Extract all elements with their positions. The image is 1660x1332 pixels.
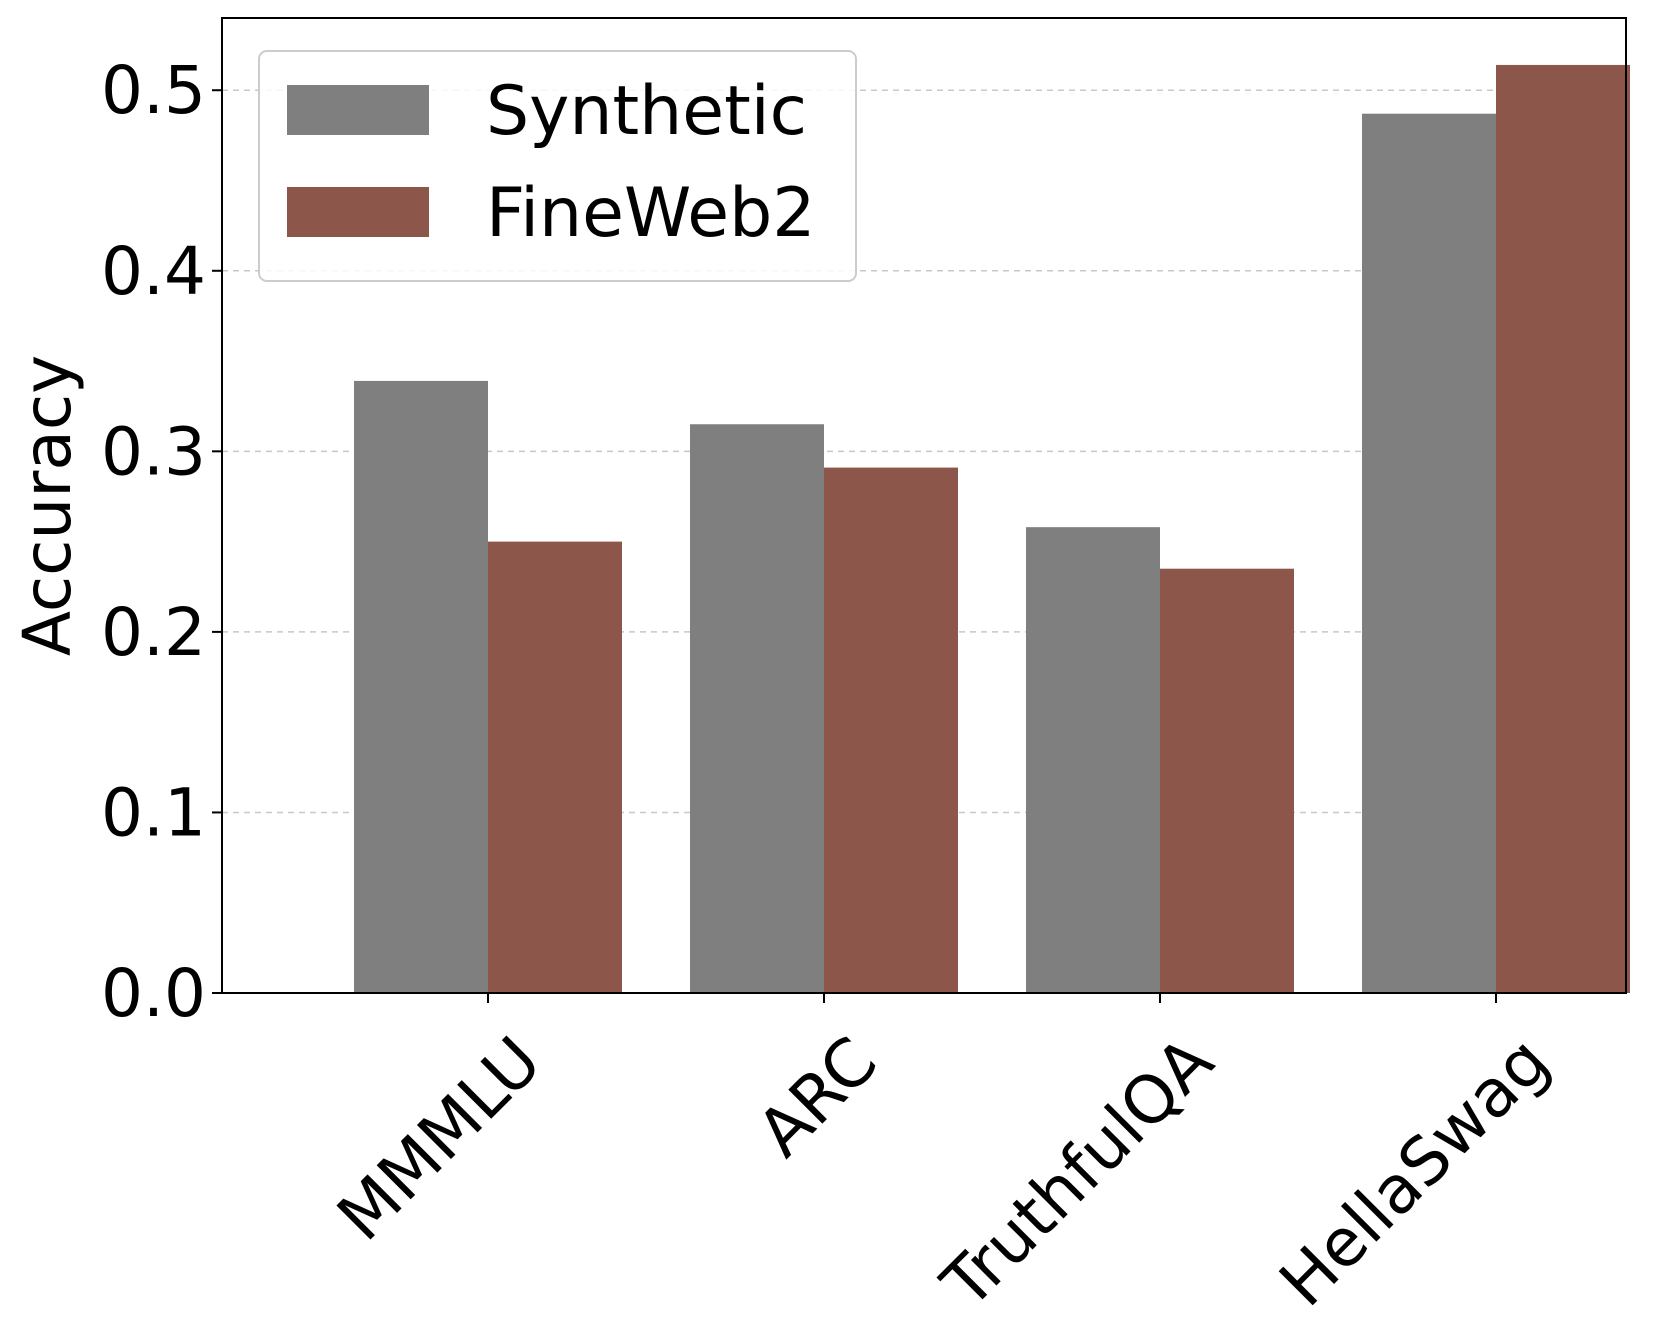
- x-axis-ticks: MMMLU ARC TruthfulQA HellaSwag: [323, 993, 1564, 1323]
- bars: [354, 64, 1630, 994]
- y-tick-label: 0.0: [101, 955, 206, 1032]
- bar-synthetic-truthfulqa: [1026, 527, 1160, 993]
- bar-synthetic-arc: [690, 424, 824, 993]
- bar-fineweb2-arc: [824, 467, 958, 993]
- legend-label-synthetic: Synthetic: [486, 72, 807, 151]
- x-tick-label-truthfulqa: TruthfulQA: [927, 1022, 1228, 1323]
- x-tick-label-hellaswag: HellaSwag: [1265, 1022, 1564, 1321]
- x-tick-label-mmmlu: MMMLU: [323, 1022, 556, 1255]
- legend-swatch-fineweb2: [287, 187, 429, 237]
- bar-fineweb2-truthfulqa: [1160, 568, 1294, 993]
- y-axis-label: Accuracy: [9, 355, 86, 656]
- y-tick-label: 0.3: [101, 413, 206, 490]
- bar-synthetic-mmmlu: [354, 380, 488, 994]
- legend-swatch-synthetic: [287, 85, 429, 135]
- legend-label-fineweb2: FineWeb2: [486, 174, 816, 253]
- bar-fineweb2-mmmlu: [488, 541, 622, 993]
- y-axis-ticks: 0.0 0.1 0.2 0.3 0.4 0.5: [101, 52, 222, 1032]
- y-tick-label: 0.5: [101, 52, 206, 129]
- y-tick-label: 0.2: [101, 594, 206, 671]
- legend: Synthetic FineWeb2: [258, 50, 857, 282]
- x-tick-label-arc: ARC: [743, 1022, 892, 1171]
- y-tick-label: 0.4: [101, 233, 206, 310]
- bar-fineweb2-hellaswag: [1496, 64, 1630, 993]
- plot-frame: [221, 17, 1627, 994]
- bar-synthetic-hellaswag: [1362, 113, 1496, 993]
- y-tick-label: 0.1: [101, 774, 206, 851]
